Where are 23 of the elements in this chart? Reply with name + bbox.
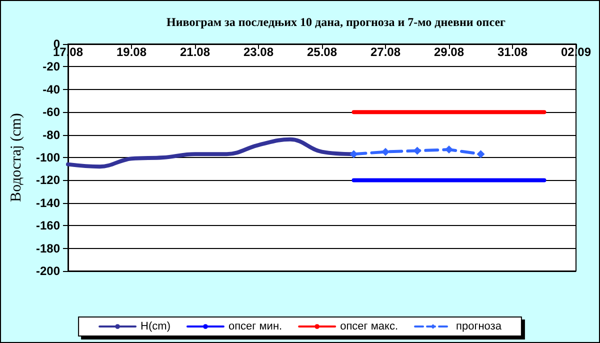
x-tick-label: 29.08 [434,45,464,59]
y-tick-label: -120 [36,173,60,188]
legend-label: опсег мин. [228,320,282,332]
x-tick-label: 31.08 [497,45,528,59]
x-tick-label: 23.08 [243,45,274,59]
x-tick-label: 27.08 [370,45,401,59]
y-tick-label: -60 [42,105,60,120]
y-tick-label: -80 [42,128,60,142]
y-axis-title: Водостај (cm) [8,113,24,202]
y-tick-label: -160 [36,218,60,233]
chart-title: Нивограм за последњих 10 дана, прогноза и 7-мо дневни опсег [166,15,506,29]
y-tick-label: -140 [36,196,60,210]
y-tick-label: -100 [36,150,60,164]
legend-label: прогноза [456,320,502,332]
y-tick-label: -180 [36,241,60,256]
x-tick-label: 25.08 [306,45,338,59]
x-tick-label: 19.08 [116,45,147,59]
legend-label: опсег макс. [340,320,398,332]
legend-label: H(cm) [140,320,170,332]
y-tick-label: -20 [42,60,60,74]
x-tick-label: 21.08 [180,45,210,59]
y-tick-label: -40 [42,82,60,96]
y-tick-label: -200 [36,264,60,278]
